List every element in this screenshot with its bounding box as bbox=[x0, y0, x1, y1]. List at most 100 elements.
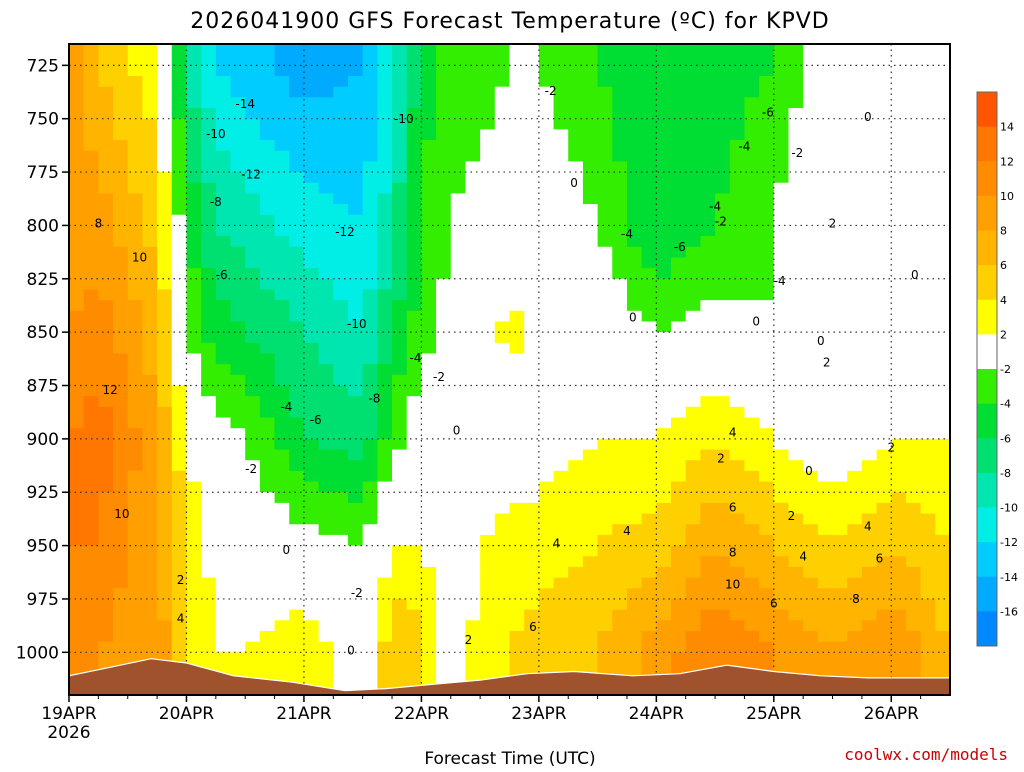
temperature-cell bbox=[538, 481, 555, 493]
temperature-cell bbox=[656, 620, 672, 632]
temperature-cell bbox=[626, 577, 643, 589]
temperature-cell bbox=[729, 566, 746, 579]
temperature-cell bbox=[935, 108, 950, 120]
temperature-cell bbox=[641, 86, 657, 98]
temperature-cell bbox=[935, 310, 950, 323]
temperature-cell bbox=[98, 641, 114, 653]
temperature-cell bbox=[935, 246, 950, 259]
temperature-cell bbox=[759, 268, 775, 280]
temperature-cell bbox=[715, 268, 731, 280]
temperature-cell bbox=[905, 374, 922, 387]
temperature-cell bbox=[626, 129, 643, 141]
temperature-cell bbox=[597, 161, 613, 173]
temperature-cell bbox=[392, 118, 408, 130]
temperature-cell bbox=[905, 310, 922, 323]
temperature-cell bbox=[113, 566, 129, 579]
temperature-cell bbox=[729, 182, 746, 195]
temperature-cell bbox=[788, 598, 804, 611]
temperature-cell bbox=[524, 662, 540, 675]
temperature-cell bbox=[788, 246, 804, 259]
temperature-cell bbox=[303, 481, 320, 493]
temperature-cell bbox=[656, 246, 672, 259]
temperature-cell bbox=[861, 406, 878, 419]
temperature-cell bbox=[582, 214, 599, 227]
temperature-cell bbox=[215, 76, 232, 88]
temperature-cell bbox=[113, 598, 129, 611]
temperature-cell bbox=[935, 268, 950, 280]
temperature-cell bbox=[641, 310, 657, 323]
temperature-cell bbox=[113, 652, 129, 664]
temperature-cell bbox=[935, 193, 950, 205]
temperature-cell bbox=[612, 374, 628, 387]
temperature-cell bbox=[920, 310, 936, 323]
temperature-cell bbox=[465, 278, 481, 291]
temperature-cell bbox=[847, 310, 863, 323]
temperature-cell bbox=[274, 598, 290, 611]
temperature-cell bbox=[98, 481, 114, 493]
temperature-cell bbox=[847, 566, 863, 579]
temperature-cell bbox=[465, 193, 481, 205]
temperature-cell bbox=[715, 172, 731, 184]
temperature-cell bbox=[671, 332, 687, 344]
temperature-cell bbox=[803, 545, 819, 557]
temperature-cell bbox=[421, 76, 437, 88]
temperature-cell bbox=[582, 438, 599, 451]
temperature-cell bbox=[333, 225, 349, 237]
temperature-cell bbox=[245, 118, 261, 130]
temperature-cell bbox=[759, 502, 775, 515]
temperature-cell bbox=[494, 428, 511, 440]
temperature-cell bbox=[538, 598, 555, 611]
temperature-cell bbox=[803, 641, 819, 653]
temperature-cell bbox=[803, 556, 819, 568]
temperature-cell bbox=[905, 438, 922, 451]
temperature-cell bbox=[788, 353, 804, 365]
temperature-cell bbox=[450, 513, 467, 525]
temperature-cell bbox=[700, 332, 716, 344]
temperature-cell bbox=[289, 353, 305, 365]
contour-label: -8 bbox=[210, 195, 222, 209]
temperature-cell bbox=[656, 86, 672, 98]
temperature-cell bbox=[113, 54, 129, 66]
temperature-cell bbox=[480, 620, 496, 632]
temperature-cell bbox=[494, 278, 511, 291]
temperature-cell bbox=[861, 193, 878, 205]
temperature-cell bbox=[392, 268, 408, 280]
temperature-cell bbox=[377, 534, 393, 547]
temperature-cell bbox=[69, 150, 85, 162]
temperature-cell bbox=[905, 417, 922, 429]
temperature-cell bbox=[494, 300, 511, 312]
temperature-cell bbox=[230, 332, 246, 344]
temperature-cell bbox=[127, 332, 144, 344]
temperature-cell bbox=[230, 428, 246, 440]
temperature-cell bbox=[509, 449, 525, 461]
temperature-cell bbox=[612, 65, 628, 77]
temperature-cell bbox=[480, 524, 496, 536]
temperature-cell bbox=[715, 652, 731, 664]
temperature-cell bbox=[377, 257, 393, 269]
temperature-cell bbox=[347, 566, 364, 579]
temperature-cell bbox=[788, 492, 804, 504]
temperature-cell bbox=[847, 513, 863, 525]
temperature-cell bbox=[744, 246, 760, 259]
temperature-cell bbox=[157, 65, 173, 77]
temperature-cell bbox=[524, 246, 540, 259]
temperature-cell bbox=[142, 502, 158, 515]
temperature-cell bbox=[201, 246, 217, 259]
temperature-cell bbox=[274, 172, 290, 184]
temperature-cell bbox=[215, 545, 232, 557]
temperature-cell bbox=[876, 406, 892, 419]
temperature-cell bbox=[421, 129, 437, 141]
temperature-cell bbox=[230, 310, 246, 323]
temperature-cell bbox=[289, 385, 305, 397]
temperature-cell bbox=[259, 502, 276, 515]
temperature-cell bbox=[509, 652, 525, 664]
temperature-cell bbox=[245, 76, 261, 88]
temperature-cell bbox=[641, 449, 657, 461]
temperature-cell bbox=[671, 598, 687, 611]
temperature-cell bbox=[538, 161, 555, 173]
temperature-cell bbox=[274, 513, 290, 525]
temperature-cell bbox=[69, 588, 85, 600]
temperature-cell bbox=[274, 577, 290, 589]
temperature-cell bbox=[392, 417, 408, 429]
temperature-cell bbox=[847, 652, 863, 664]
